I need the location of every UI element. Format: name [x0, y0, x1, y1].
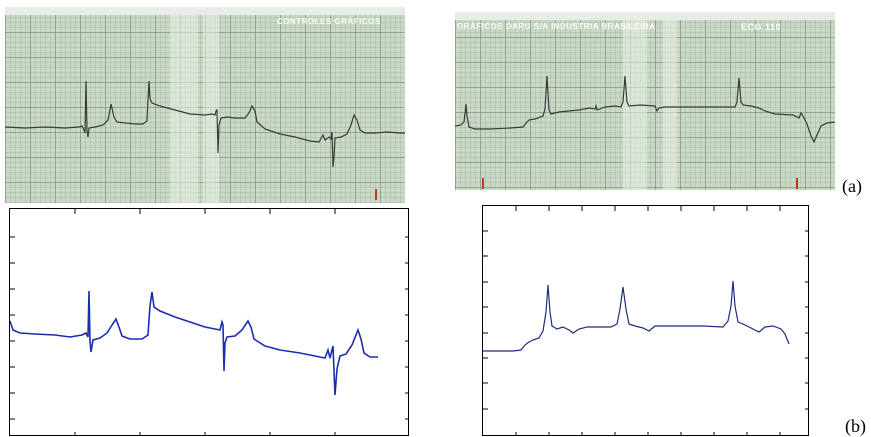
paper-fold-band — [203, 7, 219, 203]
ecg-trace-digital-right — [483, 280, 790, 352]
paper-fold-band — [170, 7, 198, 203]
ecg-paper-left: CONTROLES GRÁFICOS — [5, 7, 405, 203]
panel-label-a: (a) — [842, 176, 862, 196]
digitized-plot-right — [482, 205, 809, 436]
paper-fold-band — [663, 12, 677, 190]
digitized-plot-left — [9, 208, 409, 436]
paper-brand-text: CONTROLES GRÁFICOS — [277, 17, 381, 26]
paper-model-text: ECG 110 — [741, 22, 782, 32]
plot-ticks-left — [10, 209, 408, 435]
plot-ticks-right — [483, 206, 808, 435]
paper-header-strip — [5, 7, 405, 15]
ecg-trace-digital-left — [10, 290, 378, 396]
ecg-trace-paper-left — [5, 80, 405, 168]
ecg-trace-paper-right — [455, 75, 835, 144]
ecg-paper-right: GRÁFICOS DARU S/A INDUSTRIA BRASILEIRA E… — [455, 12, 835, 190]
calibration-marker — [482, 178, 484, 189]
panel-label-b: (b) — [845, 416, 866, 436]
paper-header-strip — [455, 12, 835, 20]
calibration-marker — [375, 189, 377, 200]
calibration-marker — [796, 178, 798, 189]
paper-brand-text: GRÁFICOS DARU S/A INDUSTRIA BRASILEIRA — [457, 22, 656, 31]
